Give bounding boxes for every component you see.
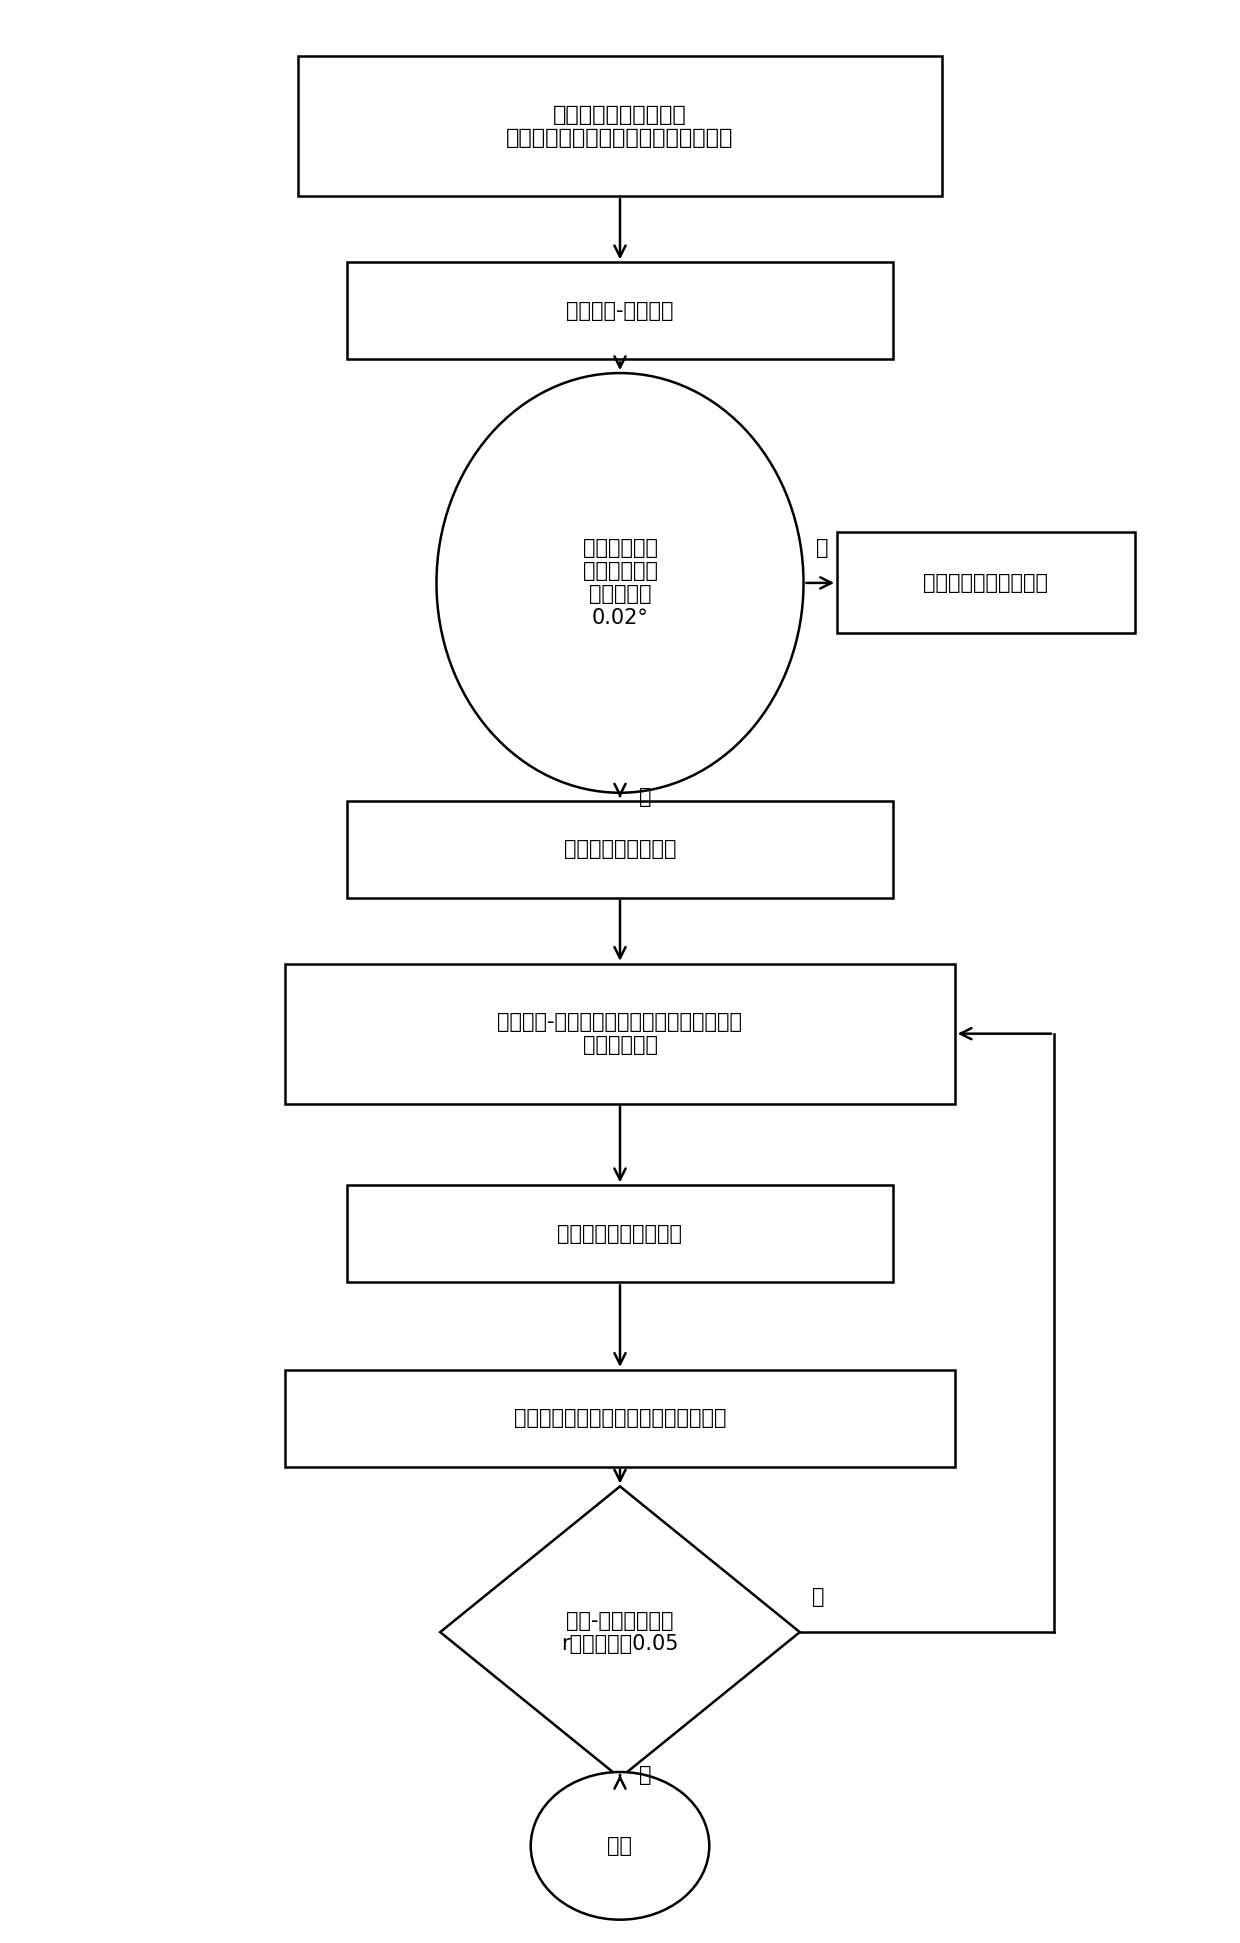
Text: 视为非稳定期数据去除: 视为非稳定期数据去除 — [924, 573, 1048, 593]
Text: 是: 是 — [639, 787, 651, 806]
Text: 自动补偿原始倾角数据的温度漂移误差: 自动补偿原始倾角数据的温度漂移误差 — [513, 1409, 727, 1428]
FancyBboxPatch shape — [285, 964, 955, 1104]
FancyBboxPatch shape — [837, 532, 1135, 633]
FancyBboxPatch shape — [285, 1370, 955, 1467]
Polygon shape — [440, 1486, 800, 1778]
FancyBboxPatch shape — [298, 56, 942, 196]
Text: 无线传感网络倾角支点
采集结构倾斜变形数据和环境温度数据: 无线传感网络倾角支点 采集结构倾斜变形数据和环境温度数据 — [506, 105, 734, 148]
Text: 拟合温度-倾角平均值的三次多项式函数作为
温度补偿模型: 拟合温度-倾角平均值的三次多项式函数作为 温度补偿模型 — [497, 1012, 743, 1055]
Text: 温度-倾角相关系数
r是否不超过0.05: 温度-倾角相关系数 r是否不超过0.05 — [562, 1611, 678, 1653]
Text: 否: 否 — [816, 538, 828, 558]
FancyBboxPatch shape — [347, 1185, 893, 1282]
Text: 是: 是 — [639, 1764, 651, 1786]
Ellipse shape — [531, 1772, 709, 1920]
Text: 上传至云端服务器存储: 上传至云端服务器存储 — [558, 1224, 682, 1244]
FancyBboxPatch shape — [347, 801, 893, 898]
Text: 否: 否 — [812, 1587, 825, 1607]
FancyBboxPatch shape — [347, 262, 893, 359]
Text: 刻画温度-倾角曲线: 刻画温度-倾角曲线 — [567, 301, 673, 321]
Text: 完成: 完成 — [608, 1836, 632, 1856]
Ellipse shape — [436, 373, 804, 793]
Text: 同一温度点的
倾角变动范围
是否不超过
0.02°: 同一温度点的 倾角变动范围 是否不超过 0.02° — [583, 538, 657, 628]
Text: 视为稳定期数据保留: 视为稳定期数据保留 — [564, 839, 676, 859]
